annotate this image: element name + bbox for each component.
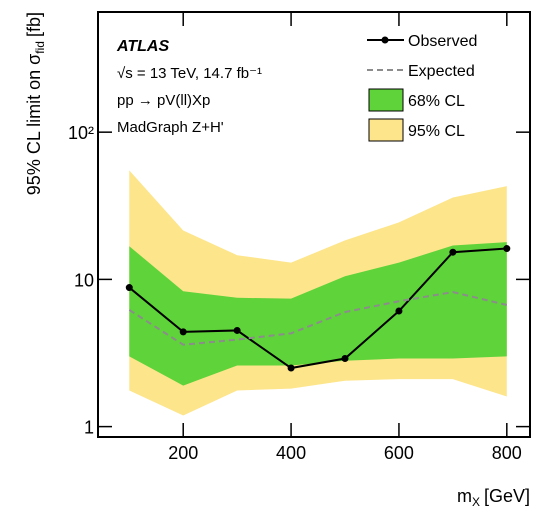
legend-label: Expected (408, 63, 475, 80)
annotation: MadGraph Z+H' (117, 119, 224, 136)
data-point (395, 307, 403, 315)
y-label-main: 95% CL limit on σ (24, 54, 44, 196)
data-point (179, 328, 187, 336)
y-tick-label: 10² (68, 123, 94, 143)
band (129, 242, 507, 386)
data-point (503, 245, 511, 253)
y-label-unit: [fb] (24, 12, 44, 37)
legend-marker (381, 36, 389, 44)
y-label-sub: fid (33, 41, 47, 54)
x-tick-label: 800 (492, 443, 522, 463)
series-line (128, 291, 508, 346)
annotation: ATLAS (116, 38, 169, 55)
legend-box (368, 118, 404, 142)
annotation: pp → pV(ll)Xp (117, 92, 210, 109)
x-label-sub: X (472, 495, 480, 509)
y-tick-label: 10 (74, 270, 94, 290)
data-point (125, 284, 133, 292)
data-point (449, 248, 457, 256)
x-axis-label: mX [GeV] (457, 486, 530, 509)
legend-box (368, 88, 404, 112)
x-tick-label: 400 (276, 443, 306, 463)
x-label-main: m (457, 486, 472, 506)
y-tick-label: 1 (84, 418, 94, 438)
series-line (128, 247, 507, 370)
legend-label: Observed (408, 33, 477, 50)
plot-frame (97, 11, 531, 438)
y-axis-label: 95% CL limit on σfid [fb] (24, 12, 47, 195)
data-point (341, 355, 349, 363)
data-point (287, 364, 295, 372)
legend-label: 95% CL (408, 123, 465, 140)
annotation: √s = 13 TeV, 14.7 fb⁻¹ (117, 65, 262, 82)
x-tick-label: 200 (168, 443, 198, 463)
x-tick-label: 600 (384, 443, 414, 463)
legend-label: 68% CL (408, 93, 465, 110)
data-point (233, 326, 241, 334)
x-label-unit: [GeV] (484, 486, 530, 506)
